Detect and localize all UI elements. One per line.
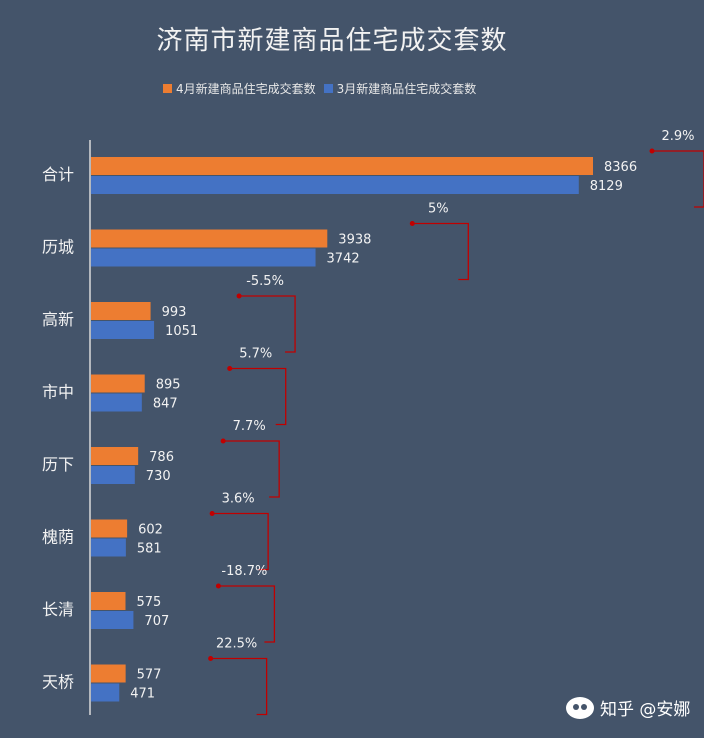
category-label: 市中 — [42, 383, 74, 402]
change-label: -18.7% — [221, 564, 267, 579]
bar-march — [91, 321, 155, 339]
legend-label-april: 4月新建商品住宅成交套数 — [176, 82, 316, 96]
bar-march — [91, 248, 316, 267]
change-connector — [239, 295, 296, 353]
change-connector — [223, 440, 280, 498]
change-label: 5% — [428, 202, 449, 217]
data-label-april: 577 — [137, 668, 162, 683]
change-label: 5.7% — [239, 347, 272, 362]
change-connector — [412, 222, 469, 281]
data-label-march: 730 — [146, 469, 171, 484]
data-label-march: 581 — [137, 542, 162, 557]
data-label-april: 993 — [162, 305, 187, 320]
data-label-march: 8129 — [590, 179, 623, 194]
data-label-april: 3938 — [338, 233, 371, 248]
legend-item-april: 4月新建商品住宅成交套数 — [163, 80, 316, 97]
legend-swatch-april — [163, 84, 172, 93]
data-label-march: 471 — [130, 687, 155, 702]
bar-march — [91, 176, 579, 194]
category-label: 槐荫 — [42, 528, 74, 547]
legend-item-march: 3月新建商品住宅成交套数 — [323, 80, 477, 97]
watermark: 知乎 @安娜 — [566, 695, 690, 720]
bar-march — [91, 683, 120, 702]
change-label: 2.9% — [661, 129, 694, 144]
bar-march — [91, 538, 126, 557]
data-label-april: 786 — [149, 450, 174, 465]
data-label-april: 602 — [138, 523, 163, 538]
category-label: 高新 — [42, 310, 74, 329]
category-label: 天桥 — [42, 673, 74, 692]
data-label-march: 707 — [144, 614, 169, 629]
data-label-april: 895 — [156, 378, 181, 393]
change-label: -5.5% — [246, 274, 284, 289]
bar-march — [91, 393, 142, 412]
bar-april — [91, 374, 145, 393]
legend: 4月新建商品住宅成交套数 3月新建商品住宅成交套数 — [163, 80, 476, 97]
bar-april — [91, 519, 128, 538]
category-label: 历城 — [42, 238, 74, 257]
chat-bubble-icon — [566, 696, 594, 719]
bar-april — [91, 302, 151, 320]
data-label-april: 8366 — [604, 160, 637, 175]
category-label: 长清 — [42, 600, 74, 619]
data-label-march: 1051 — [165, 324, 198, 339]
change-connector — [229, 367, 287, 426]
change-label: 22.5% — [216, 637, 257, 652]
change-connector — [210, 657, 268, 716]
legend-swatch-march — [323, 84, 333, 93]
category-label: 历下 — [42, 455, 74, 474]
change-label: 3.6% — [222, 492, 255, 507]
bar-march — [91, 466, 135, 484]
legend-label-march: 3月新建商品住宅成交套数 — [336, 82, 477, 96]
change-connector — [218, 585, 276, 643]
bar-april — [91, 664, 126, 683]
bar-april — [91, 157, 593, 175]
bar-march — [91, 611, 134, 629]
change-connector — [212, 512, 269, 571]
watermark-text: 知乎 @安娜 — [600, 700, 691, 720]
data-label-march: 847 — [153, 397, 178, 412]
data-label-april: 575 — [137, 595, 162, 610]
chart-title: 济南市新建商品住宅成交套数 — [156, 26, 508, 56]
bar-april — [91, 447, 139, 465]
change-connector — [652, 150, 704, 208]
bar-april — [91, 592, 126, 610]
change-label: 7.7% — [233, 419, 266, 434]
bar-april — [91, 229, 328, 248]
category-label: 合计 — [42, 165, 74, 184]
data-label-march: 3742 — [327, 252, 360, 267]
